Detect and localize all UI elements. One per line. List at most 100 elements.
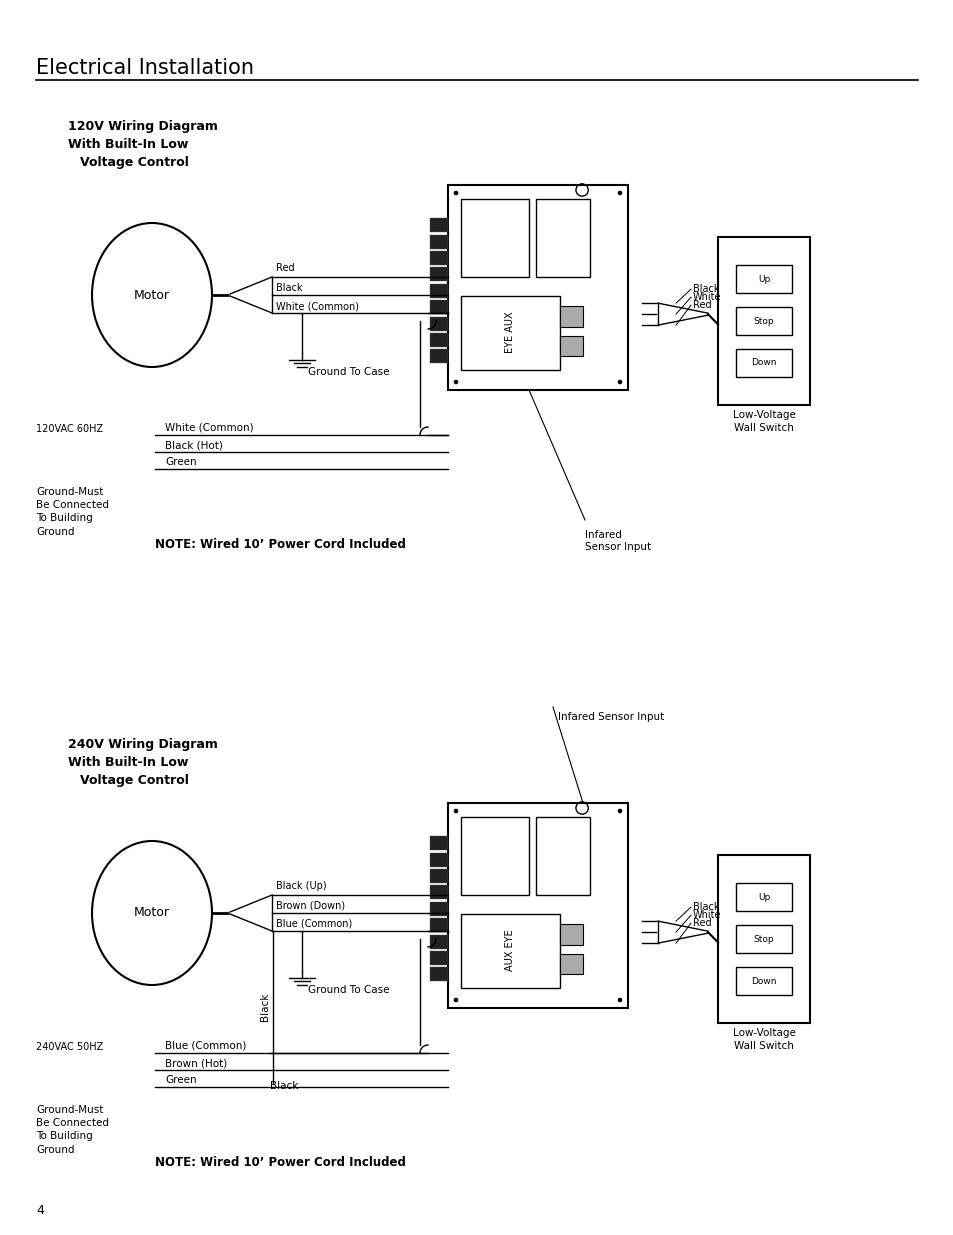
Text: Voltage Control: Voltage Control	[80, 774, 189, 787]
Bar	[559, 336, 582, 356]
Bar	[430, 836, 448, 850]
Text: Infared: Infared	[584, 530, 621, 540]
Bar	[430, 316, 448, 331]
Polygon shape	[230, 277, 272, 312]
Bar	[430, 885, 448, 899]
Bar	[430, 300, 448, 314]
Bar	[430, 251, 448, 266]
Text: Red: Red	[692, 918, 711, 929]
Text: Ground-Must
Be Connected
To Building
Ground: Ground-Must Be Connected To Building Gro…	[36, 487, 109, 536]
Text: Stop: Stop	[753, 316, 774, 326]
Text: 240VAC 50HZ: 240VAC 50HZ	[36, 1042, 103, 1052]
Bar	[736, 967, 791, 995]
Text: Low-Voltage: Low-Voltage	[732, 1028, 795, 1037]
Text: Black (Hot): Black (Hot)	[165, 440, 223, 450]
Text: Ground To Case: Ground To Case	[308, 986, 389, 995]
Bar	[430, 918, 448, 932]
Text: Brown (Hot): Brown (Hot)	[165, 1058, 227, 1068]
Bar	[460, 295, 559, 369]
Circle shape	[618, 998, 621, 1002]
Text: Ground-Must
Be Connected
To Building
Ground: Ground-Must Be Connected To Building Gro…	[36, 1105, 109, 1155]
Bar	[736, 348, 791, 377]
Polygon shape	[230, 895, 272, 931]
Bar	[430, 869, 448, 883]
Text: Red: Red	[692, 300, 711, 310]
Text: Ground To Case: Ground To Case	[308, 367, 389, 377]
Bar	[536, 199, 590, 277]
Text: EYE AUX: EYE AUX	[504, 311, 515, 353]
Text: 240V Wiring Diagram: 240V Wiring Diagram	[68, 739, 217, 751]
Bar	[736, 883, 791, 911]
Text: Black: Black	[692, 284, 719, 294]
Text: Green: Green	[165, 457, 196, 467]
Circle shape	[454, 191, 457, 195]
Circle shape	[454, 809, 457, 813]
Text: Motor: Motor	[133, 906, 170, 920]
Text: 4: 4	[36, 1203, 44, 1216]
Text: Green: Green	[165, 1074, 196, 1086]
Bar	[430, 951, 448, 965]
Text: Down: Down	[750, 358, 776, 368]
Text: 120V Wiring Diagram: 120V Wiring Diagram	[68, 120, 217, 133]
Bar	[536, 818, 590, 895]
Text: Brown (Down): Brown (Down)	[275, 902, 345, 911]
Bar	[430, 935, 448, 948]
Text: Black: Black	[270, 1081, 298, 1091]
Bar	[448, 803, 627, 1008]
Bar	[430, 268, 448, 282]
Text: Down: Down	[750, 977, 776, 986]
Text: White (Common): White (Common)	[165, 424, 253, 433]
Text: Blue (Common): Blue (Common)	[165, 1041, 246, 1051]
Bar	[460, 818, 529, 895]
Bar	[559, 306, 582, 327]
Bar	[430, 350, 448, 363]
Circle shape	[618, 380, 621, 384]
Bar	[430, 284, 448, 298]
Bar	[460, 914, 559, 988]
Text: Motor: Motor	[133, 289, 170, 301]
Bar	[718, 237, 809, 405]
Text: White (Common): White (Common)	[275, 301, 358, 311]
Text: White: White	[692, 293, 720, 303]
Polygon shape	[658, 921, 707, 944]
Bar	[559, 953, 582, 974]
Bar	[430, 902, 448, 915]
Text: Wall Switch: Wall Switch	[733, 1041, 793, 1051]
Text: NOTE: Wired 10’ Power Cord Included: NOTE: Wired 10’ Power Cord Included	[154, 538, 405, 551]
Text: NOTE: Wired 10’ Power Cord Included: NOTE: Wired 10’ Power Cord Included	[154, 1156, 405, 1170]
Text: Sensor Input: Sensor Input	[584, 542, 651, 552]
Bar	[430, 333, 448, 347]
Text: Black: Black	[260, 993, 270, 1021]
Text: Blue (Common): Blue (Common)	[275, 919, 352, 929]
Text: With Built-In Low: With Built-In Low	[68, 756, 188, 769]
Text: With Built-In Low: With Built-In Low	[68, 138, 188, 151]
Text: Up: Up	[757, 274, 769, 284]
Bar	[460, 199, 529, 277]
Text: Stop: Stop	[753, 935, 774, 944]
Bar	[736, 925, 791, 953]
Text: 120VAC 60HZ: 120VAC 60HZ	[36, 424, 103, 433]
Text: Black: Black	[275, 283, 302, 293]
Bar	[448, 185, 627, 390]
Text: Black: Black	[692, 902, 719, 913]
Text: Electrical Installation: Electrical Installation	[36, 58, 253, 78]
Text: Red: Red	[275, 263, 294, 273]
Text: White: White	[692, 910, 720, 920]
Circle shape	[618, 809, 621, 813]
Bar	[736, 306, 791, 335]
Text: Low-Voltage: Low-Voltage	[732, 410, 795, 420]
Circle shape	[454, 998, 457, 1002]
Circle shape	[454, 380, 457, 384]
Text: Infared Sensor Input: Infared Sensor Input	[558, 713, 663, 722]
Polygon shape	[658, 303, 707, 325]
Text: Voltage Control: Voltage Control	[80, 156, 189, 169]
Bar	[430, 852, 448, 867]
Bar	[559, 924, 582, 945]
Circle shape	[618, 191, 621, 195]
Text: Wall Switch: Wall Switch	[733, 424, 793, 433]
Bar	[430, 219, 448, 232]
Text: AUX EYE: AUX EYE	[504, 930, 515, 972]
Text: Up: Up	[757, 893, 769, 902]
Bar	[430, 235, 448, 248]
Bar	[718, 855, 809, 1023]
